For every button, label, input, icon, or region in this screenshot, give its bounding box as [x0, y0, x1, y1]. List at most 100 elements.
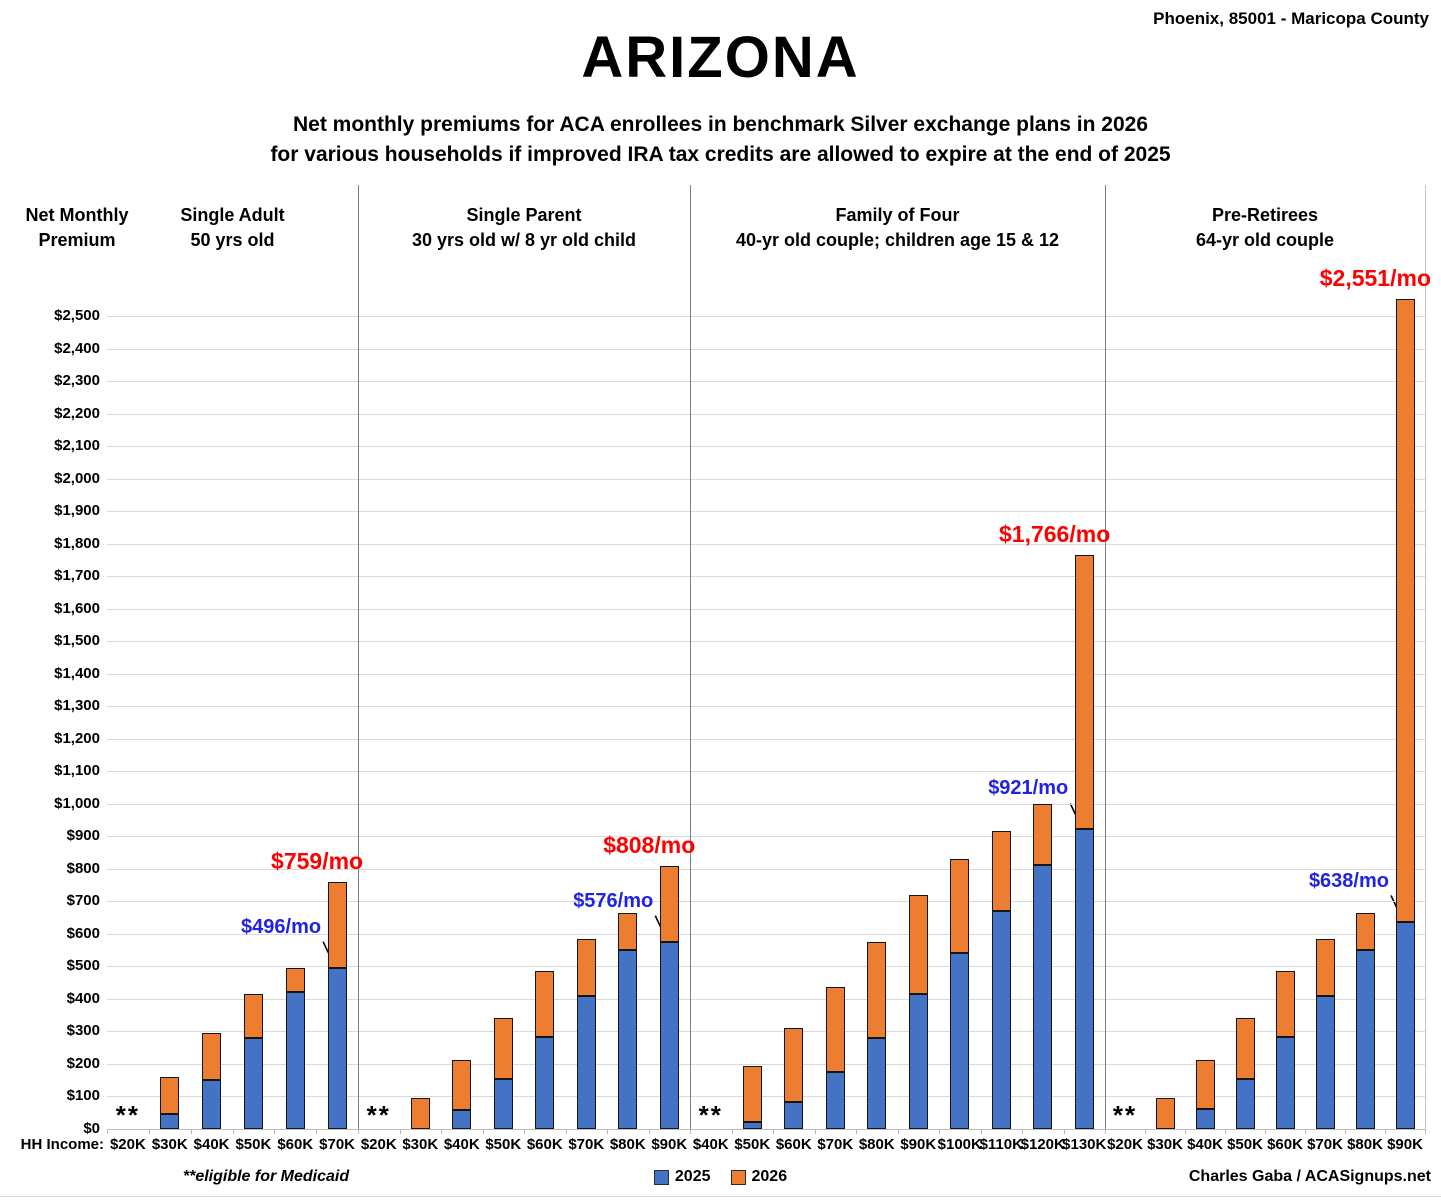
legend-label-2026: 2026 — [751, 1168, 788, 1185]
x-axis-label: $50K — [235, 1136, 272, 1153]
bar-2026 — [1395, 299, 1415, 922]
group-separator — [358, 185, 359, 1129]
axis-tick — [482, 1129, 484, 1134]
x-axis-label: $70K — [1307, 1136, 1343, 1153]
bar-2025 — [576, 995, 596, 1129]
group-separator — [690, 185, 691, 1129]
y-axis-label: $2,100 — [54, 437, 100, 455]
x-axis-title: HH Income: — [20, 1136, 104, 1153]
axis-tick — [814, 1129, 816, 1134]
medicaid-marker: ** — [698, 1100, 723, 1130]
page-title: ARIZONA — [581, 25, 860, 90]
x-axis-label: $30K — [151, 1136, 188, 1153]
gridline — [107, 933, 1425, 935]
x-axis-label: $60K — [277, 1136, 314, 1153]
medicaid-marker: ** — [1112, 1100, 1138, 1130]
bar-2025 — [908, 994, 928, 1129]
legend-item-2026: 2026 — [730, 1168, 788, 1186]
bar-2025 — [1074, 829, 1094, 1129]
y-axis-label: $1,200 — [54, 729, 100, 747]
gridline — [107, 868, 1425, 870]
gridline — [107, 381, 1425, 383]
gridline — [107, 706, 1425, 708]
bar-2025 — [1033, 864, 1053, 1129]
group-header-single-parent: Single Parent 30 yrs old w/ 8 yr old chi… — [411, 205, 637, 251]
y-axis-label: $2,200 — [54, 404, 100, 422]
chart-subtitle: Net monthly premiums for ACA enrollees i… — [0, 110, 1441, 171]
bar-2026 — [991, 831, 1011, 912]
x-axis-label: $50K — [485, 1136, 522, 1153]
bar-2026 — [742, 1066, 762, 1123]
gridline — [107, 803, 1425, 805]
bar-2026 — [908, 894, 928, 995]
x-axis-label: $40K — [193, 1136, 230, 1153]
axis-tick — [648, 1129, 650, 1134]
gridline — [107, 316, 1425, 317]
x-axis-label: $80K — [609, 1136, 646, 1153]
axis-tick — [980, 1129, 982, 1134]
gridline — [107, 738, 1425, 740]
bar-2026 — [618, 912, 638, 951]
axis-tick — [1225, 1129, 1226, 1134]
x-axis-label: $20K — [109, 1136, 146, 1153]
axis-tick — [232, 1129, 234, 1134]
y-axis-label: $1,700 — [54, 567, 100, 585]
legend-label-2025: 2025 — [674, 1168, 711, 1185]
gridline — [107, 673, 1425, 675]
x-axis-label: $110K — [979, 1136, 1023, 1153]
x-axis-label: $50K — [1227, 1136, 1263, 1153]
bar-2025 — [202, 1080, 222, 1129]
gridline — [107, 641, 1425, 643]
axis-tick — [1305, 1129, 1306, 1134]
annotation-2025: $576/mo — [573, 889, 654, 912]
y-axis-label: $500 — [66, 957, 100, 975]
bar-2025 — [618, 950, 638, 1129]
bar-2026 — [1235, 1018, 1255, 1080]
bar-2026 — [825, 986, 845, 1073]
bar-2025 — [285, 992, 305, 1129]
y-axis-label: $2,000 — [54, 469, 100, 487]
bar-2025 — [1355, 950, 1375, 1129]
gridline — [107, 576, 1425, 578]
y-axis-label: $2,300 — [54, 372, 100, 390]
annotation-2025: $496/mo — [241, 915, 322, 938]
annotation-2025: $638/mo — [1308, 869, 1389, 892]
axis-tick — [1145, 1129, 1146, 1134]
x-axis-label: $70K — [568, 1136, 605, 1153]
axis-tick — [939, 1129, 940, 1134]
x-axis-label: $80K — [858, 1136, 895, 1153]
location-label: Phoenix, 85001 - Maricopa County — [1153, 9, 1429, 28]
y-axis-label: $400 — [66, 989, 100, 1007]
bar-2025 — [991, 911, 1011, 1129]
axis-tick — [441, 1129, 442, 1134]
x-axis-label: $30K — [1147, 1136, 1183, 1153]
bar-2026 — [160, 1076, 180, 1115]
annotation-2026: $2,551/mo — [1319, 265, 1431, 292]
x-axis-label: $130K — [1062, 1136, 1107, 1153]
bar-2025 — [1235, 1079, 1255, 1129]
gridline — [107, 771, 1425, 773]
bar-2025 — [1195, 1109, 1215, 1129]
x-axis-label: $20K — [360, 1136, 397, 1153]
y-axis-label: $0 — [83, 1120, 100, 1137]
gridline — [107, 1031, 1425, 1033]
axis-tick — [565, 1129, 567, 1134]
x-axis-label: $60K — [775, 1136, 812, 1153]
annotation-2026: $808/mo — [603, 832, 696, 859]
x-axis-label: $60K — [526, 1136, 563, 1153]
axis-tick — [524, 1129, 525, 1134]
gridline — [107, 836, 1425, 838]
chart-subtitle-line2: for various households if improved IRA t… — [270, 143, 1171, 167]
x-axis-label: $50K — [734, 1136, 771, 1153]
bottom-border — [0, 1196, 1441, 1197]
y-axis-label: $2,500 — [54, 307, 100, 324]
bar-2025 — [784, 1102, 804, 1129]
axis-tick — [1265, 1129, 1266, 1134]
bar-2025 — [742, 1122, 762, 1129]
axis-tick — [1425, 1129, 1426, 1134]
bar-2026 — [327, 882, 347, 968]
bar-2025 — [1395, 921, 1415, 1129]
y-axis-label: $700 — [66, 892, 100, 910]
y-axis-label: $1,300 — [54, 697, 100, 715]
gridline — [107, 998, 1425, 1000]
